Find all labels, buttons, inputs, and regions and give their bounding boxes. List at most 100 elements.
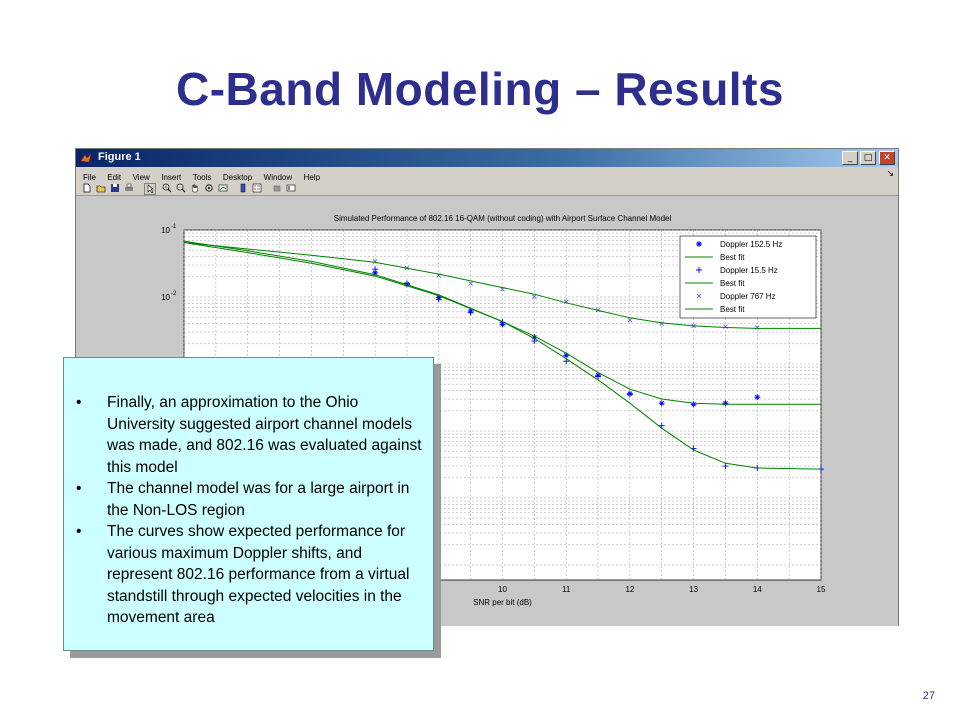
page-number: 27 bbox=[922, 690, 935, 702]
y-tick-label: 10 bbox=[161, 293, 170, 302]
legend-swatch bbox=[696, 267, 702, 273]
marker-glyph bbox=[722, 463, 729, 470]
y-tick-exponent: -2 bbox=[171, 291, 177, 297]
menu-bar: File Edit View Insert Tools Desktop Wind… bbox=[76, 167, 898, 182]
legend-entry: Best fit bbox=[720, 279, 745, 288]
pan-icon[interactable] bbox=[190, 183, 200, 193]
data-point bbox=[627, 317, 633, 323]
menu-insert[interactable]: Insert bbox=[161, 173, 182, 182]
callout-item: • Finally, an approximation to the Ohio U… bbox=[76, 392, 426, 478]
marker-glyph bbox=[690, 401, 697, 408]
data-cursor-icon[interactable] bbox=[218, 183, 228, 193]
data-point bbox=[403, 280, 410, 287]
data-point bbox=[563, 352, 570, 359]
callout-item-text: Finally, an approximation to the Ohio Un… bbox=[107, 394, 422, 476]
callout-item: • The curves show expected performance fo… bbox=[76, 521, 426, 629]
bullet-marker: • bbox=[76, 480, 82, 497]
data-point bbox=[531, 334, 538, 341]
pointer-icon[interactable] bbox=[144, 183, 156, 195]
marker-glyph bbox=[531, 334, 538, 341]
marker-glyph bbox=[595, 373, 602, 380]
menu-file[interactable]: File bbox=[83, 173, 96, 182]
legend-entry: Doppler 767 Hz bbox=[720, 292, 776, 301]
zoom-in-icon[interactable] bbox=[162, 183, 172, 193]
minimize-button[interactable]: _ bbox=[842, 151, 858, 165]
matlab-logo-icon bbox=[80, 153, 92, 163]
data-point bbox=[658, 400, 665, 407]
callout-item-text: The channel model was for a large airpor… bbox=[107, 480, 410, 519]
new-icon[interactable] bbox=[82, 183, 92, 193]
data-point bbox=[435, 296, 442, 303]
legend-entry: Best fit bbox=[720, 305, 745, 314]
menu-window[interactable]: Window bbox=[263, 173, 293, 182]
marker-glyph bbox=[754, 394, 761, 401]
print-icon[interactable] bbox=[124, 183, 134, 193]
data-point bbox=[754, 394, 761, 401]
callout-list: • Finally, an approximation to the Ohio U… bbox=[76, 392, 426, 629]
x-tick-label: 14 bbox=[753, 585, 762, 594]
marker-glyph bbox=[563, 352, 570, 359]
marker-glyph bbox=[467, 309, 474, 316]
marker-glyph bbox=[372, 269, 379, 276]
data-point bbox=[626, 391, 633, 398]
legend-entry: Best fit bbox=[720, 253, 745, 262]
best-fit-line bbox=[183, 240, 822, 470]
legend-icon[interactable] bbox=[252, 183, 262, 193]
y-tick-label: 10 bbox=[161, 226, 170, 235]
data-point bbox=[723, 324, 728, 330]
save-icon[interactable] bbox=[110, 183, 120, 193]
data-point bbox=[532, 294, 537, 300]
x-tick-label: 15 bbox=[817, 585, 826, 594]
menu-desktop[interactable]: Desktop bbox=[222, 173, 253, 182]
marker-glyph bbox=[658, 400, 665, 407]
data-point bbox=[467, 309, 474, 316]
zoom-out-icon[interactable] bbox=[176, 183, 186, 193]
x-tick-label: 12 bbox=[625, 585, 634, 594]
window-titlebar[interactable]: Figure 1 _ □ ✕ bbox=[76, 149, 898, 167]
menu-view[interactable]: View bbox=[132, 173, 150, 182]
callout-box: • Finally, an approximation to the Ohio U… bbox=[63, 357, 434, 651]
legend-entry: Doppler 152.5 Hz bbox=[720, 240, 782, 249]
marker-glyph bbox=[723, 324, 728, 330]
best-fit-line bbox=[183, 242, 821, 405]
x-tick-label: 13 bbox=[689, 585, 698, 594]
marker-glyph bbox=[532, 294, 537, 300]
legend-entry: Doppler 15.5 Hz bbox=[720, 266, 778, 275]
open-icon[interactable] bbox=[96, 183, 106, 193]
show-plot-tools-icon[interactable] bbox=[286, 183, 296, 193]
chart-title: Simulated Performance of 802.16 16-QAM (… bbox=[334, 214, 672, 223]
figure-toolbar bbox=[76, 181, 898, 196]
close-button[interactable]: ✕ bbox=[879, 151, 895, 165]
menu-help[interactable]: Help bbox=[303, 173, 321, 182]
legend-swatch bbox=[696, 293, 702, 299]
data-point bbox=[372, 266, 379, 273]
x-tick-label: 11 bbox=[562, 585, 571, 594]
rotate-icon[interactable] bbox=[204, 183, 214, 193]
colorbar-icon[interactable] bbox=[238, 183, 248, 193]
marker-glyph bbox=[372, 266, 379, 273]
bullet-marker: • bbox=[76, 523, 82, 540]
dock-arrow-icon[interactable]: ↘ bbox=[886, 168, 894, 178]
legend-box bbox=[679, 235, 817, 319]
data-point bbox=[372, 269, 379, 276]
menu-edit[interactable]: Edit bbox=[107, 173, 122, 182]
maximize-button[interactable]: □ bbox=[860, 151, 876, 165]
data-point bbox=[690, 401, 697, 408]
slide-title: C-Band Modeling – Results bbox=[176, 63, 784, 115]
y-tick-exponent: -1 bbox=[171, 224, 177, 230]
best-fit-line bbox=[183, 242, 821, 329]
window-title: Figure 1 bbox=[98, 151, 141, 163]
marker-glyph bbox=[468, 281, 473, 287]
data-point bbox=[722, 463, 729, 470]
x-tick-label: 10 bbox=[498, 585, 507, 594]
hide-plot-tools-icon[interactable] bbox=[272, 183, 282, 193]
data-point bbox=[595, 373, 602, 380]
menu-tools[interactable]: Tools bbox=[192, 173, 212, 182]
marker-glyph bbox=[627, 317, 633, 323]
callout-item-text: The curves show expected performance for… bbox=[107, 523, 410, 626]
marker-glyph bbox=[626, 391, 633, 398]
data-point bbox=[468, 281, 473, 287]
legend-swatch bbox=[696, 241, 702, 247]
x-axis-label: SNR per bit (dB) bbox=[473, 598, 532, 607]
callout-item: • The channel model was for a large airpo… bbox=[76, 478, 426, 521]
